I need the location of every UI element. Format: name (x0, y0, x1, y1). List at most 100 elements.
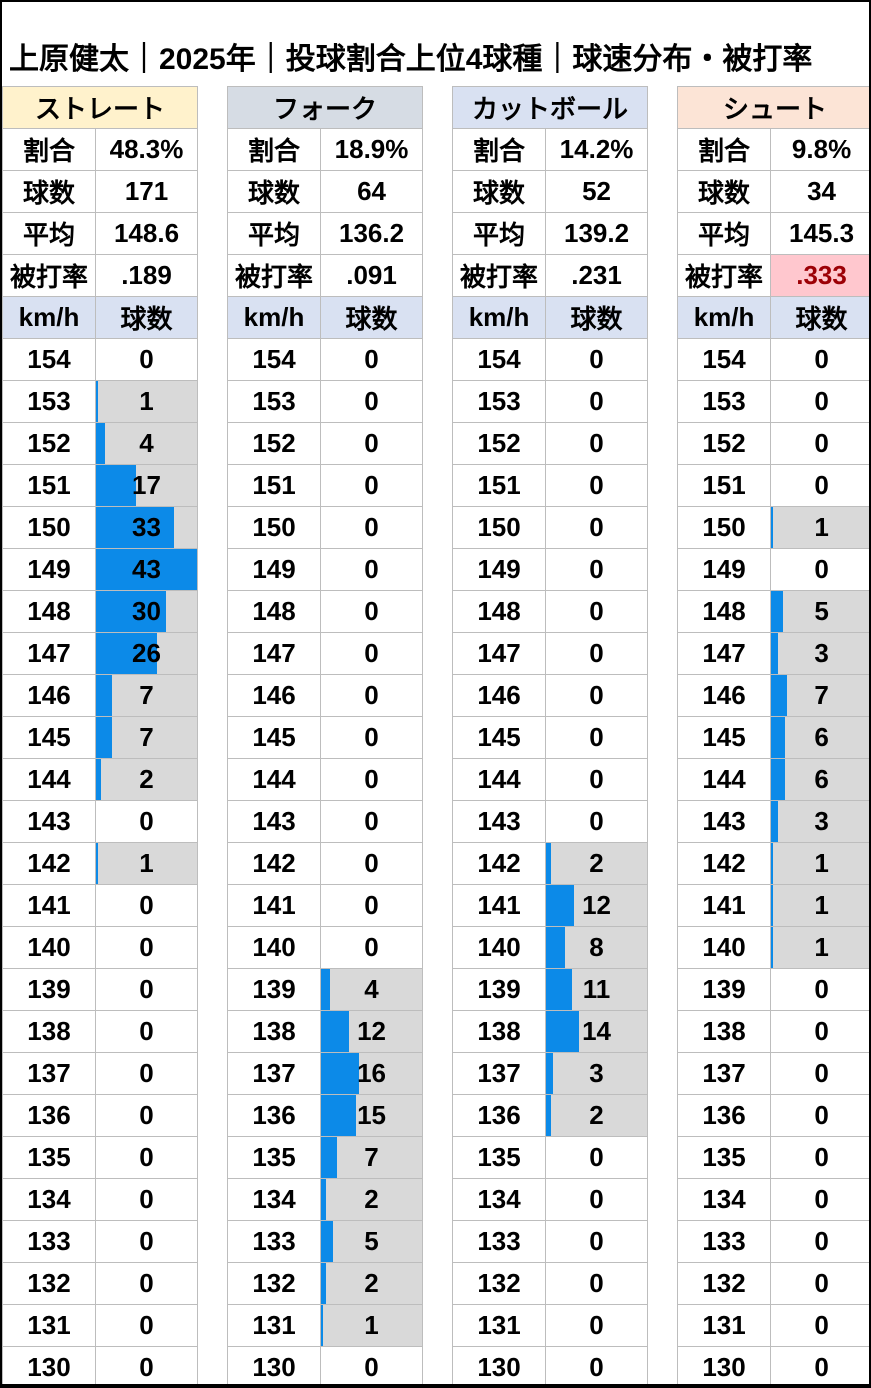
count-cell: 4 (320, 968, 424, 1011)
speed-label: 139 (677, 968, 772, 1011)
count-cell: 7 (94, 674, 199, 717)
velocity-row: 138 12 (227, 1010, 424, 1053)
velocity-row: 151 0 (677, 464, 869, 507)
velocity-bar (771, 801, 779, 842)
speed-label: 130 (677, 1346, 772, 1384)
velocity-row: 149 0 (677, 548, 869, 591)
count-cell: 0 (545, 422, 649, 465)
count-cell: 5 (770, 590, 869, 633)
count-value: 14 (582, 1016, 611, 1046)
velocity-row: 142 1 (2, 842, 199, 885)
velocity-bar (546, 1053, 554, 1094)
velocity-bar (321, 1053, 359, 1094)
speed-label: 153 (227, 380, 322, 423)
count-value: 0 (139, 974, 154, 1004)
count-cell: 0 (320, 380, 424, 423)
count-cell: 0 (94, 1136, 199, 1179)
speed-label: 150 (2, 506, 96, 549)
velocity-row: 130 0 (677, 1346, 869, 1384)
velocity-row: 141 1 (677, 884, 869, 927)
count-value: 0 (364, 512, 379, 542)
count-value: 0 (589, 428, 604, 458)
count-value: 0 (364, 890, 379, 920)
count-cell: 1 (770, 926, 869, 969)
velocity-row: 147 3 (677, 632, 869, 675)
stat-label-count: 球数 (677, 170, 772, 213)
speed-label: 139 (452, 968, 547, 1011)
speed-label: 150 (452, 506, 547, 549)
stat-value-avg: 139.2 (545, 212, 649, 255)
velocity-row: 139 0 (2, 968, 199, 1011)
velocity-bar (546, 1011, 579, 1052)
count-value: 1 (364, 1310, 379, 1340)
velocity-bar (321, 1095, 357, 1136)
count-cell: 0 (320, 590, 424, 633)
speed-label: 148 (227, 590, 322, 633)
count-value: 0 (814, 386, 829, 416)
count-value: 0 (814, 554, 829, 584)
speed-label: 138 (2, 1010, 96, 1053)
stat-value-avg: 136.2 (320, 212, 424, 255)
count-cell: 1 (770, 842, 869, 885)
count-cell: 0 (94, 1220, 199, 1263)
count-value: 3 (814, 806, 829, 836)
count-value: 0 (589, 1268, 604, 1298)
speed-label: 149 (227, 548, 322, 591)
count-cell: 5 (320, 1220, 424, 1263)
count-value: 0 (364, 344, 379, 374)
count-cell: 0 (320, 1346, 424, 1384)
velocity-row: 146 7 (677, 674, 869, 717)
count-value: 43 (132, 554, 161, 584)
count-column-header: 球数 (94, 296, 199, 339)
speed-label: 146 (677, 674, 772, 717)
count-cell: 0 (770, 380, 869, 423)
count-cell: 0 (94, 1052, 199, 1095)
count-cell: 0 (320, 464, 424, 507)
velocity-row: 136 2 (452, 1094, 649, 1137)
velocity-row: 138 14 (452, 1010, 649, 1053)
count-value: 0 (589, 806, 604, 836)
speed-label: 131 (452, 1304, 547, 1347)
velocity-bar (771, 591, 783, 632)
velocity-row: 150 33 (2, 506, 199, 549)
speed-label: 139 (227, 968, 322, 1011)
count-cell: 0 (770, 422, 869, 465)
count-cell: 3 (770, 800, 869, 843)
velocity-row: 154 0 (452, 338, 649, 381)
count-value: 1 (814, 932, 829, 962)
pitch-table-cutball: カットボール 割合 14.2% 球数 52 平均 139.2 被打率 .231 km/h 球数 154… (452, 86, 649, 1384)
count-value: 0 (589, 1226, 604, 1256)
velocity-row: 141 12 (452, 884, 649, 927)
velocity-row: 151 0 (452, 464, 649, 507)
count-value: 3 (814, 638, 829, 668)
count-cell: 0 (545, 380, 649, 423)
count-cell: 1 (94, 842, 199, 885)
velocity-row: 147 0 (452, 632, 649, 675)
speed-label: 145 (2, 716, 96, 759)
count-cell: 2 (94, 758, 199, 801)
velocity-bar (321, 1137, 338, 1178)
velocity-row: 143 0 (2, 800, 199, 843)
velocity-row: 150 1 (677, 506, 869, 549)
speed-label: 150 (227, 506, 322, 549)
count-value: 0 (139, 806, 154, 836)
count-cell: 0 (320, 884, 424, 927)
count-value: 0 (589, 1352, 604, 1382)
velocity-row: 149 43 (2, 548, 199, 591)
speed-label: 154 (452, 338, 547, 381)
stat-label-baa: 被打率 (2, 254, 96, 297)
speed-label: 143 (677, 800, 772, 843)
stat-label-baa: 被打率 (452, 254, 547, 297)
count-cell: 0 (320, 674, 424, 717)
velocity-row: 150 0 (227, 506, 424, 549)
count-value: 0 (814, 1016, 829, 1046)
stat-value-ratio: 14.2% (545, 128, 649, 171)
count-cell: 0 (545, 800, 649, 843)
count-value: 0 (139, 1310, 154, 1340)
velocity-row: 142 0 (227, 842, 424, 885)
velocity-row: 152 4 (2, 422, 199, 465)
speed-label: 149 (677, 548, 772, 591)
count-value: 2 (139, 764, 154, 794)
pitch-name-header: シュート (677, 86, 869, 129)
